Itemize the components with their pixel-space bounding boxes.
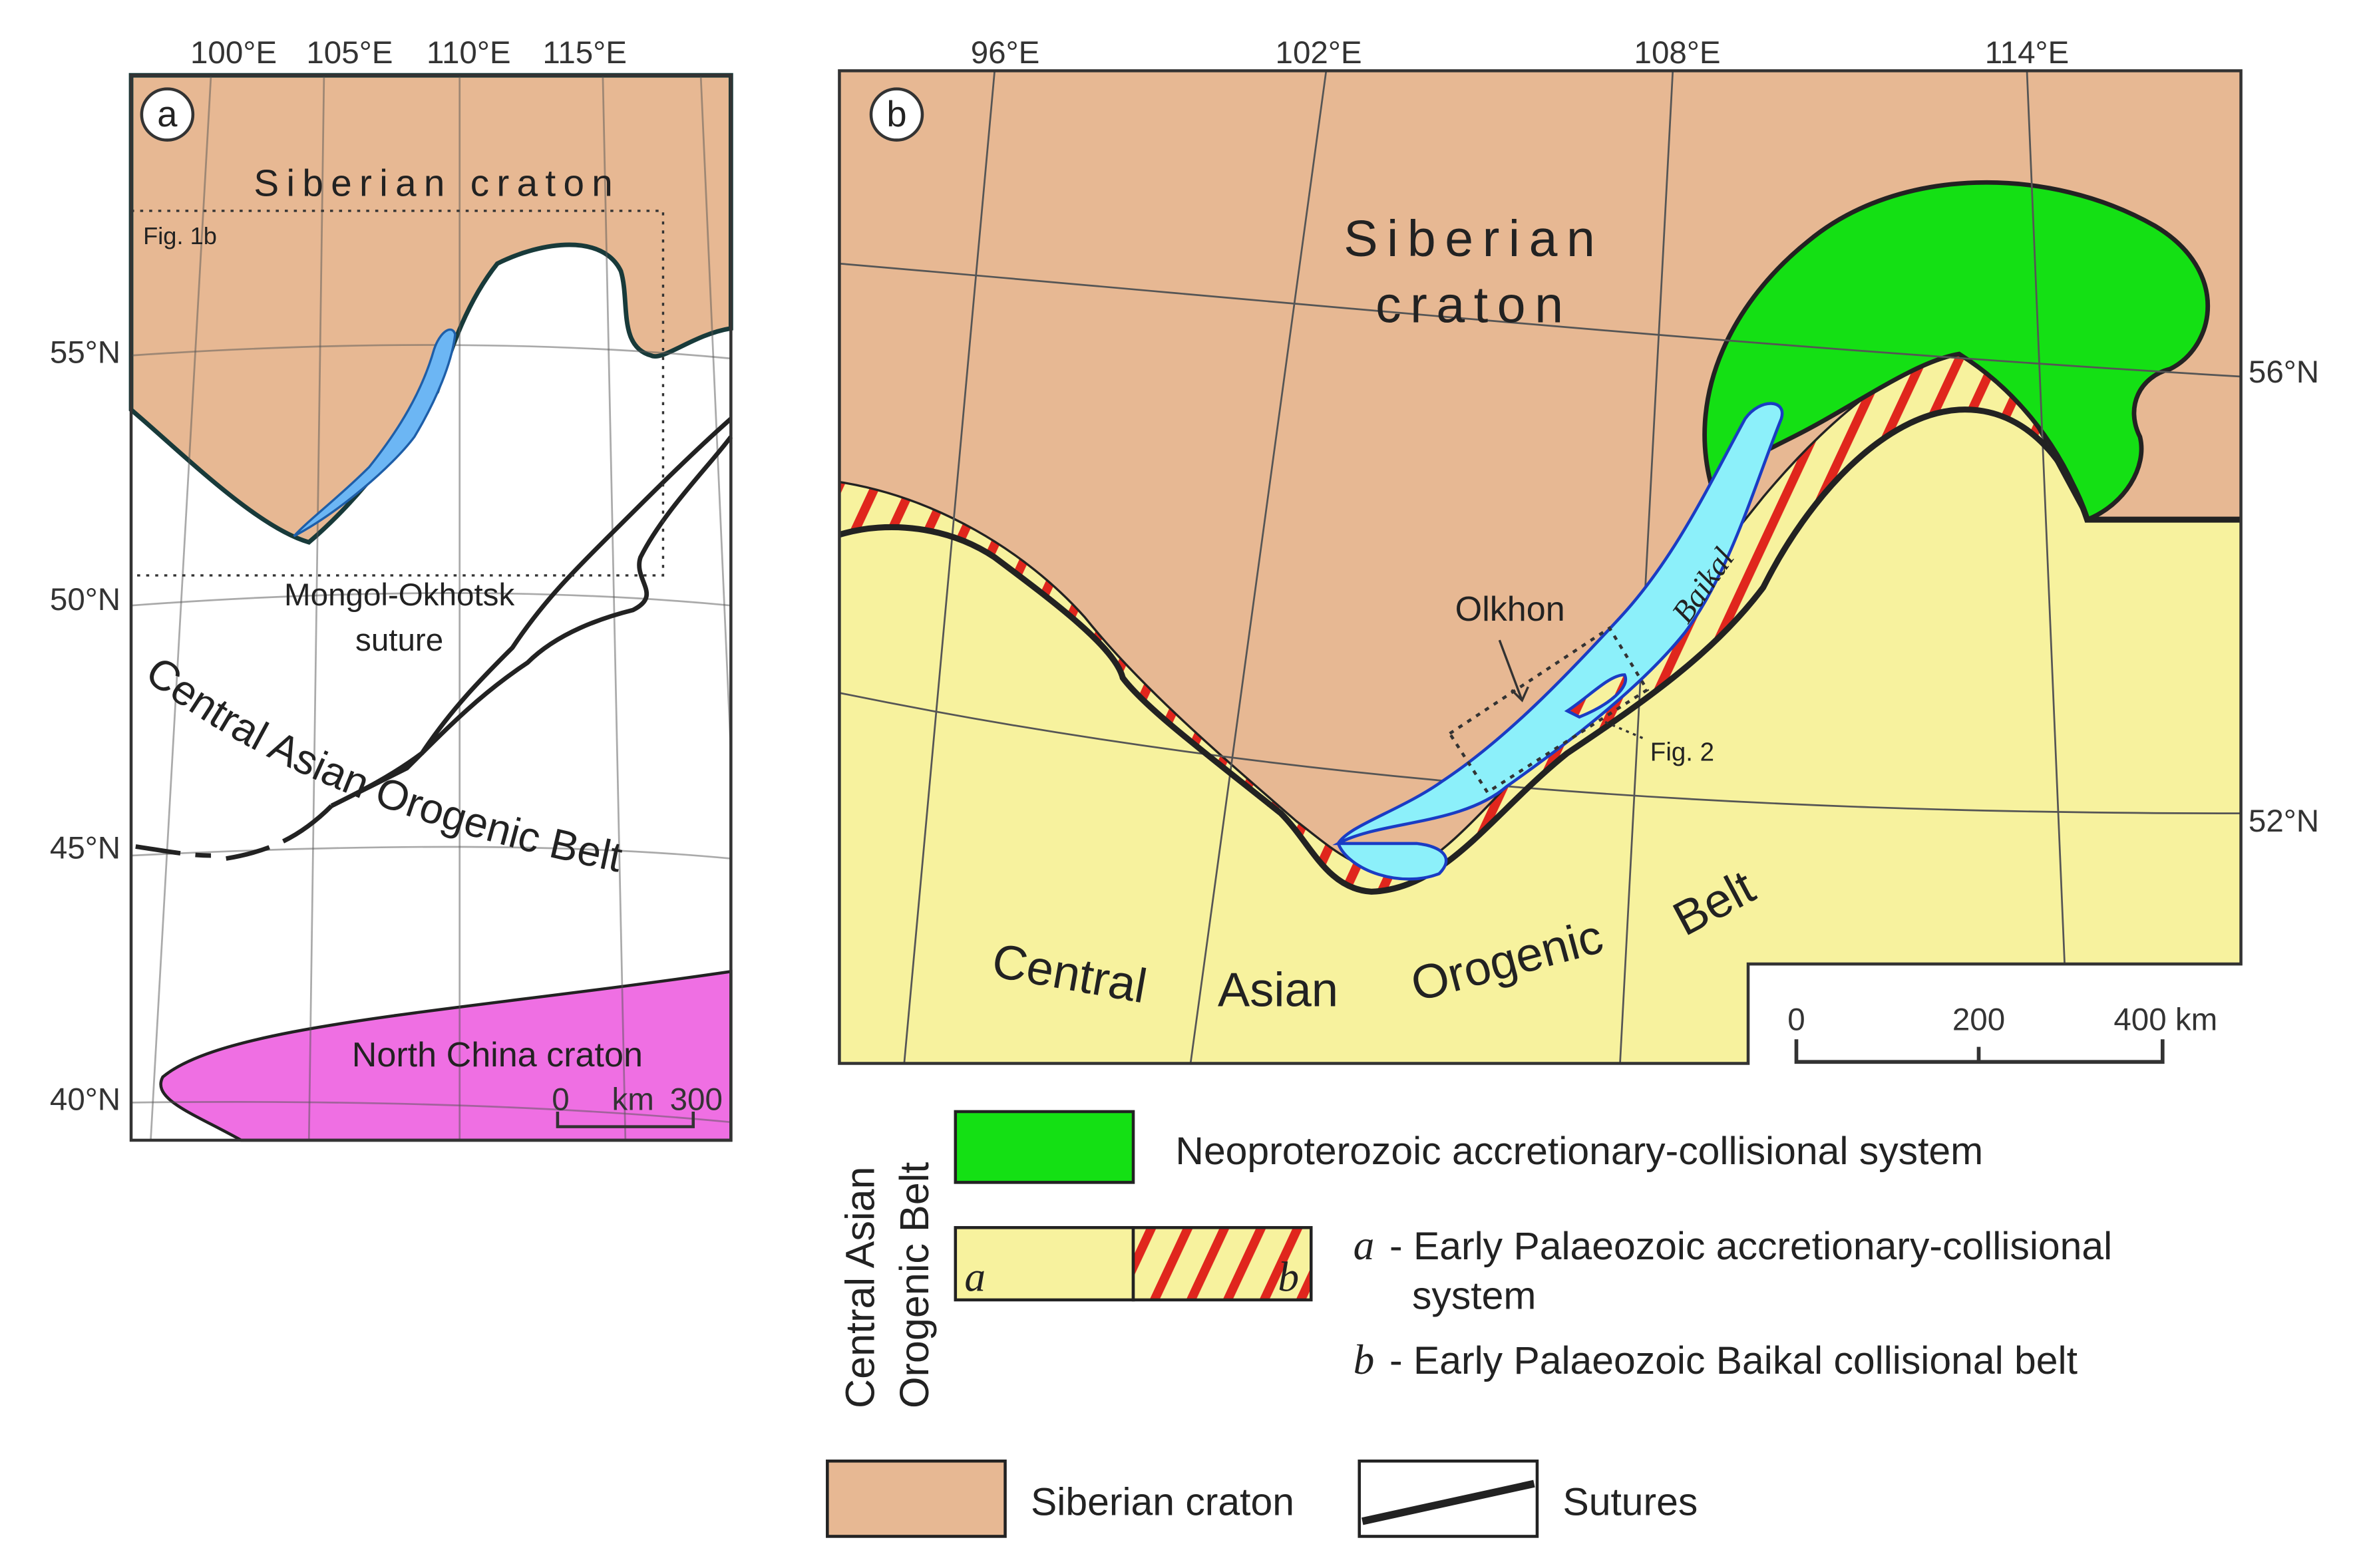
scale-bar: 0 200 400 km [1787,1003,2217,1064]
legend-swatch [1358,1459,1539,1538]
latitude-label: 52°N [2249,804,2319,839]
swatch-key: b [1278,1253,1299,1300]
north-china-craton-area [159,969,733,1142]
panel-badge [140,87,195,142]
longitude-label: 115°E [542,35,627,71]
olkhon-arrow [1498,639,1529,703]
panel-b: b 96°E 102°E 108°E 114°E 56°N 52°N Siber… [838,35,2319,1065]
legend-group-title: Orogenic Belt [892,1162,937,1408]
scale-label: 300 [670,1082,723,1118]
inset-outline [131,210,665,577]
panel-badge [869,87,924,142]
legend: Central Asian Orogenic Belt Neoproterozo… [826,1110,2112,1538]
legend-label: system [1412,1275,1536,1318]
panel-a: a 100°E 105°E 110°E 115°E 55°N 50°N 45°N… [50,35,733,1142]
legend-group-title: Central Asian [838,1166,883,1408]
latitude-label: 56°N [2249,355,2319,390]
legend-key: a [1354,1222,1375,1269]
suture-label: suture [355,623,443,658]
longitude-label: 102°E [1276,35,1362,71]
sutures [135,416,733,861]
latitude-label: 55°N [50,335,120,371]
inset-outline [1447,625,1650,795]
latitude-label: 45°N [50,831,120,866]
craton-label: Siberian craton [254,162,620,204]
longitude-label: 108°E [1634,35,1721,71]
scale-label: 0 [552,1082,569,1118]
olkhon-island [1564,673,1628,719]
graticule [839,71,2241,1064]
map-frame [838,69,2243,1065]
legend-swatch [954,1110,1135,1184]
latitude-label: 50°N [50,582,120,617]
belt-label: Asian [1218,963,1338,1017]
craton-label: North China craton [352,1036,643,1074]
scale-label: 200 [1952,1003,2005,1038]
legend-swatch [1131,1226,1313,1302]
longitude-label: 105°E [306,35,393,71]
legend-label: Siberian craton [1031,1481,1294,1524]
lake-baikal [1332,402,1784,881]
suture-label: Mongol-Okhotsk [284,577,514,613]
legend-swatch [826,1459,1007,1538]
panel-label: b [886,94,906,134]
craton-label: Siberian [1344,210,1604,267]
longitude-label: 100°E [190,35,277,71]
legend-label: Sutures [1562,1481,1698,1524]
legend-label: - Early Palaeozoic Baikal collisional be… [1389,1339,2078,1382]
longitude-label: 96°E [971,35,1040,71]
legend-key: b [1354,1336,1375,1383]
inset-label: Fig. 1b [143,222,217,249]
legend-swatch [954,1226,1135,1302]
neoproterozoic-area [1702,180,2211,523]
scale-label: 0 [1787,1003,1805,1038]
inset-label: Fig. 2 [1650,738,1714,766]
fig2-arrow [1600,718,1644,740]
lake-baikal [293,328,456,538]
longitude-label: 114°E [1985,35,2070,71]
map-frame [129,73,733,1142]
latitude-label: 40°N [50,1082,120,1118]
scale-label: km [612,1082,653,1118]
craton-label: craton [1375,277,1572,334]
legend-label: - Early Palaeozoic accretionary-collisio… [1389,1225,2112,1268]
longitude-label: 110°E [427,35,511,71]
panel-label: a [157,94,178,134]
scale-label: 400 km [2113,1003,2217,1038]
suture-symbol [1362,1480,1535,1525]
scale-bar: 0 km 300 [552,1082,723,1128]
olkhon-label: Olkhon [1455,590,1565,629]
swatch-key: a [964,1253,986,1300]
legend-label: Neoproterozoic accretionary-collisional … [1175,1130,1983,1173]
graticule [130,75,732,1141]
